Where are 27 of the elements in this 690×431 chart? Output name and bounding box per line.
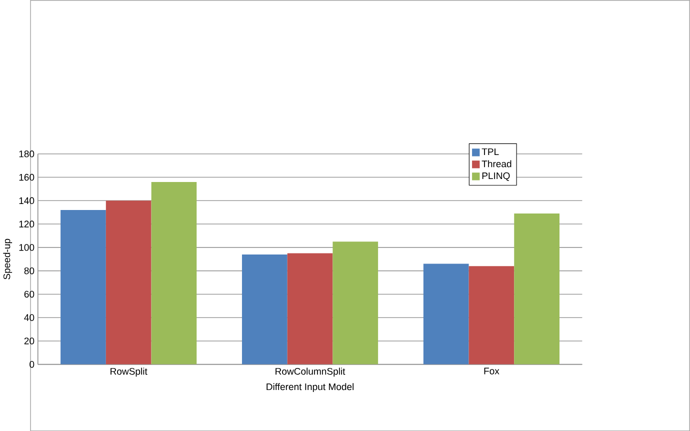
bar (423, 264, 469, 364)
y-tick-label: 0 (30, 360, 34, 368)
x-tick-label: RowColumnSplit (276, 368, 346, 376)
y-tick-label: 140 (19, 197, 34, 204)
y-tick-label: 40 (24, 314, 34, 321)
y-axis-title: Speed-up (3, 238, 12, 280)
y-tick-label: 80 (24, 267, 34, 274)
bar (242, 254, 288, 364)
bar (468, 266, 514, 364)
x-tick-label: Fox (484, 368, 500, 374)
bar (151, 182, 197, 364)
bar (287, 253, 333, 364)
y-tick-label: 60 (24, 290, 34, 298)
legend-label: Thread (482, 160, 512, 168)
y-tick-label: 180 (19, 150, 34, 158)
bar (332, 241, 378, 364)
x-tick-label: RowSplit (110, 368, 148, 376)
bar (106, 200, 152, 364)
x-axis-title: Different Input Model (266, 383, 354, 392)
y-tick-label: 160 (19, 174, 34, 181)
y-tick-label: 20 (24, 337, 34, 344)
legend-label: PLINQ (482, 172, 510, 181)
bar (514, 213, 560, 364)
legend-label: TPL (482, 148, 499, 155)
bar (60, 210, 106, 364)
y-tick-label: 120 (19, 220, 34, 228)
y-tick-label: 100 (19, 244, 34, 251)
